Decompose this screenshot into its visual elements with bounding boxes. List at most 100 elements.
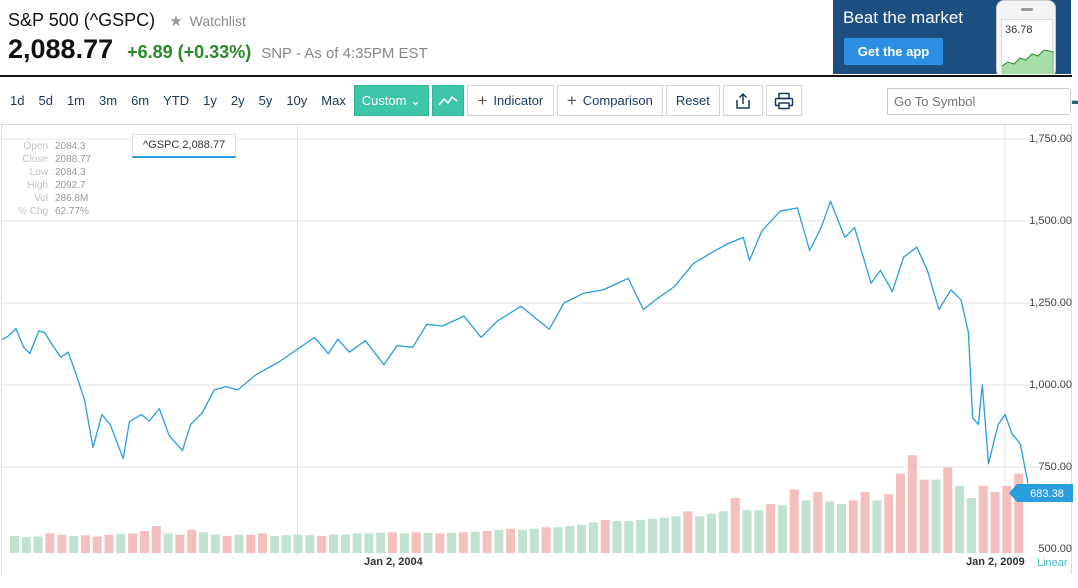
scale-toggle[interactable]: Linear — [1037, 557, 1068, 569]
volume-bar — [553, 527, 563, 553]
get-app-button[interactable]: Get the app — [844, 38, 943, 65]
y-tick-label: 1,000.00 — [1029, 379, 1072, 391]
price-chart[interactable] — [0, 123, 1078, 588]
indicator-button[interactable]: + Indicator — [466, 85, 554, 116]
volume-bar — [128, 533, 138, 553]
range-1y[interactable]: 1y — [197, 85, 223, 116]
volume-bar — [931, 479, 941, 553]
volume-bar — [388, 532, 397, 553]
volume-bar — [577, 524, 587, 553]
ad-banner[interactable]: Beat the market Get the app 36.78 — [833, 0, 1071, 74]
volume-bar — [376, 532, 386, 553]
volume-bar — [92, 536, 102, 553]
y-tick-label: 750.00 — [1038, 461, 1072, 473]
volume-bar — [730, 498, 740, 553]
volume-bar — [470, 531, 480, 553]
volume-bar — [104, 534, 114, 553]
symbol-search-input[interactable] — [888, 89, 1070, 114]
series-tooltip: ^GSPC 2,088.77 — [132, 134, 236, 158]
volume-bar — [163, 533, 173, 553]
range-1m[interactable]: 1m — [60, 85, 91, 116]
volume-bar — [458, 532, 468, 553]
watchlist-button[interactable]: ★ Watchlist — [169, 12, 246, 30]
watchlist-label: Watchlist — [189, 12, 246, 29]
volume-bar — [789, 489, 799, 553]
reset-button[interactable]: Reset — [665, 85, 720, 116]
go-button[interactable]: ➡ — [1070, 89, 1078, 114]
x-tick-label: Jan 2, 2004 — [364, 556, 423, 568]
volume-bar — [872, 500, 882, 553]
volume-bar — [210, 534, 220, 553]
chart-frame — [1, 124, 1072, 574]
price-row: 2,088.77 +6.89 (+0.33%) SNP - As of 4:35… — [8, 34, 428, 65]
volume-bar — [813, 491, 823, 553]
volume-bar — [884, 494, 894, 553]
print-button[interactable] — [765, 85, 802, 116]
chart-type-button[interactable] — [431, 85, 464, 116]
symbol-search: ➡ — [887, 88, 1078, 115]
volume-bar — [482, 531, 492, 553]
ohlc-value: 2084.3 — [55, 167, 86, 178]
ohlc-row-close: Close 2088.77 — [5, 153, 91, 166]
range-3m[interactable]: 3m — [93, 85, 124, 116]
indicator-label: Indicator — [493, 93, 544, 108]
volume-bar — [943, 467, 953, 553]
quote-source: SNP - As of 4:35PM EST — [261, 45, 428, 62]
star-icon: ★ — [169, 12, 183, 30]
volume-bar — [140, 531, 149, 553]
volume-bar — [10, 535, 19, 553]
volume-bar — [825, 501, 835, 553]
plus-icon: + — [566, 90, 577, 110]
ohlc-value: 2084.3 — [55, 141, 86, 152]
ohlc-row-high: High 2092.7 — [5, 179, 91, 192]
share-button[interactable] — [722, 85, 763, 116]
volume-bar — [955, 485, 965, 553]
ohlc-value: 286.8M — [55, 193, 89, 204]
ad-headline: Beat the market — [843, 8, 964, 27]
volume-bar — [671, 516, 681, 553]
arrow-right-icon: ➡ — [1071, 93, 1078, 111]
chart-toolbar: 1d 5d 1m 3m 6m YTD 1y 2y 5y 10y Max Cust… — [4, 85, 805, 116]
volume-bar — [588, 522, 598, 553]
phone-screen: 36.78 — [1001, 19, 1054, 74]
chart-area[interactable]: Open 2084.3 Close 2088.77 Low 2084.3 High 20… — [0, 123, 1078, 588]
range-5y[interactable]: 5y — [252, 85, 279, 116]
range-ytd[interactable]: YTD — [157, 85, 196, 116]
plus-icon: + — [477, 90, 488, 110]
comparison-button[interactable]: + Comparison — [556, 85, 663, 116]
phone-image: 36.78 — [996, 0, 1056, 74]
volume-bar — [234, 534, 244, 553]
ohlc-label: Close — [22, 154, 48, 165]
volume-bar — [837, 504, 846, 553]
range-6m[interactable]: 6m — [125, 85, 156, 116]
y-tick-label: 500.00 — [1038, 543, 1072, 555]
volume-bar — [199, 532, 208, 553]
ohlc-row-pct-change: % Chg 62.77% — [5, 205, 91, 218]
volume-bar — [352, 533, 362, 553]
print-icon — [774, 92, 794, 109]
range-5d[interactable]: 5d — [32, 85, 59, 116]
volume-bar — [411, 532, 421, 553]
volume-bar — [21, 537, 31, 553]
volume-bar — [364, 533, 374, 553]
y-tick-label: 1,750.00 — [1029, 133, 1072, 145]
range-1d[interactable]: 1d — [4, 85, 31, 116]
range-max[interactable]: Max — [315, 85, 352, 116]
range-2y[interactable]: 2y — [224, 85, 251, 116]
current-price: 2,088.77 — [8, 34, 114, 64]
ohlc-label: % Chg — [17, 206, 48, 217]
volume-bar — [707, 513, 716, 553]
volume-bar — [966, 498, 976, 553]
phone-mini-chart — [1002, 49, 1054, 74]
volume-bar — [151, 526, 161, 553]
custom-range-dropdown[interactable]: Custom ⌄ — [353, 85, 429, 116]
volume-bar — [423, 532, 433, 553]
ohlc-label: Vol — [34, 193, 48, 204]
volume-bar — [648, 518, 657, 553]
ohlc-value: 2088.77 — [55, 154, 92, 165]
volume-bar — [754, 510, 764, 553]
ohlc-value: 2092.7 — [55, 180, 86, 191]
volume-bar — [317, 535, 327, 553]
range-10y[interactable]: 10y — [280, 85, 314, 116]
volume-bar — [766, 504, 776, 553]
